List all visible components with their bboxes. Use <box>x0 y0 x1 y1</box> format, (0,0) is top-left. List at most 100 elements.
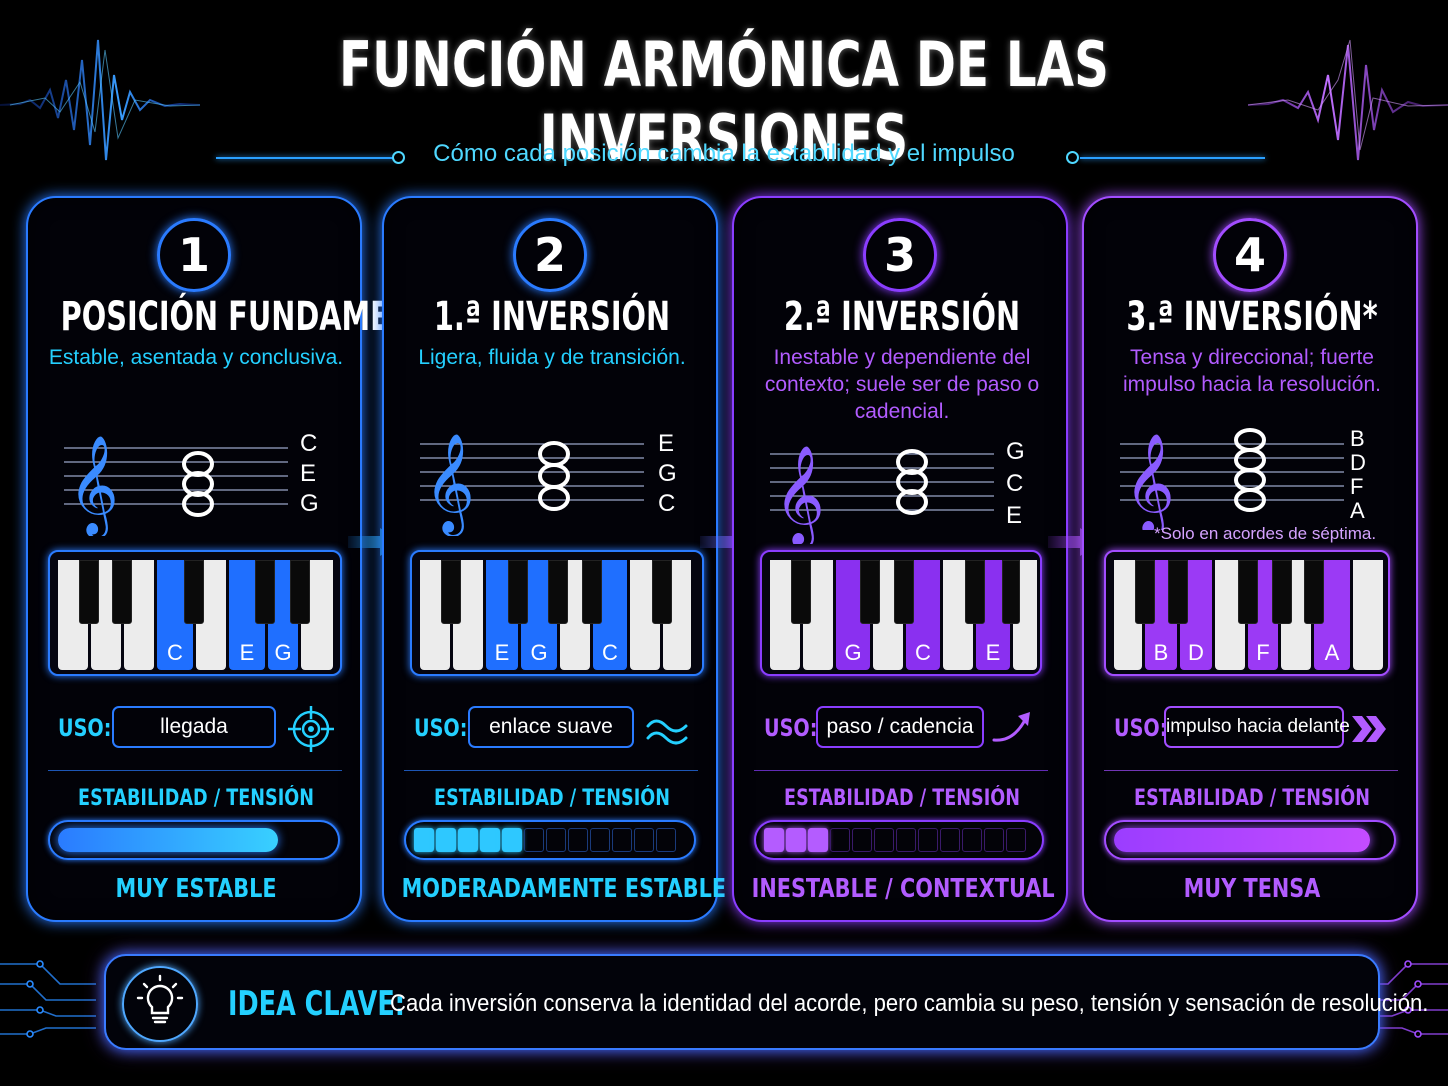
subtitle-dot-right <box>1066 151 1079 164</box>
note-name: D <box>1350 450 1366 475</box>
footnote: *Solo en acordes de séptima. <box>1154 524 1377 543</box>
staff-notation: 𝄞 <box>420 433 644 536</box>
black-key <box>441 560 461 624</box>
curved-arrow-icon <box>992 712 1030 742</box>
key-label: E <box>985 640 1001 665</box>
staff-notation: 𝄞 <box>64 435 288 536</box>
bar-segment-empty <box>874 828 894 852</box>
page-title: FUNCIÓN ARMÓNICA DE LAS INVERSIONES <box>339 28 1109 174</box>
card-number: 1 <box>157 218 231 292</box>
white-key-highlighted: G <box>836 560 870 670</box>
stability-bar <box>404 820 696 860</box>
key-label: F <box>1256 640 1270 665</box>
black-key <box>894 560 914 624</box>
uso-value: enlace suave <box>468 706 634 748</box>
target-icon <box>288 706 334 752</box>
uso-label: USO: <box>58 714 112 742</box>
card-third-inversion: 4 3.ª INVERSIÓN* Tensa y direccional; fu… <box>1082 196 1418 922</box>
key-label: C <box>915 640 931 665</box>
uso-label: USO: <box>764 714 818 742</box>
uso-value: llegada <box>112 706 276 748</box>
treble-clef-icon: 𝄞 <box>774 445 825 544</box>
black-key <box>1168 560 1188 624</box>
key-label: A <box>1324 640 1340 665</box>
divider <box>754 770 1048 771</box>
key-label: B <box>1153 640 1169 665</box>
subtitle-line-left <box>216 157 401 159</box>
subtitle-line-right <box>1080 157 1265 159</box>
black-key <box>508 560 528 624</box>
bar-segment-filled <box>502 828 522 852</box>
bar-segment-empty <box>984 828 1004 852</box>
note-name: C <box>1006 470 1024 497</box>
key-label: E <box>239 640 255 665</box>
wave-icon <box>646 719 688 745</box>
stability-result: MODERADAMENTE ESTABLE <box>401 874 727 904</box>
key-idea-panel: IDEA CLAVE: Cada inversión conserva la i… <box>104 954 1428 1050</box>
black-key <box>548 560 568 624</box>
black-key <box>290 560 310 624</box>
bar-segment-empty <box>524 828 544 852</box>
staff-notation: 𝄞 <box>1120 428 1344 530</box>
bar-segment-filled <box>458 828 478 852</box>
key-label: E <box>494 640 510 665</box>
bar-segment-empty <box>962 828 982 852</box>
bar-segment-empty <box>918 828 938 852</box>
divider <box>404 770 698 771</box>
bar-segment-filled <box>786 828 806 852</box>
key-label: D <box>1188 640 1204 665</box>
card-description: Estable, asentada y conclusiva. <box>48 346 344 369</box>
stability-label: ESTABILIDAD / TENSIÓN <box>784 786 1020 811</box>
bar-segment-empty <box>568 828 588 852</box>
card-title: 1.ª INVERSIÓN <box>433 294 671 340</box>
subtitle-dot-left <box>392 151 405 164</box>
subtitle: Cómo cada posición cambia la estabilidad… <box>433 140 1015 167</box>
bar-segment-empty <box>656 828 676 852</box>
bar-segment-empty <box>852 828 872 852</box>
card-root-position: 1 POSICIÓN FUNDAMENTAL Estable, asentada… <box>26 196 472 922</box>
treble-clef-icon: 𝄞 <box>68 435 119 536</box>
treble-clef-icon: 𝄞 <box>1124 433 1175 530</box>
piano-keyboard: C E G <box>48 550 342 676</box>
stability-bar <box>1104 820 1396 860</box>
circuit-left-icon <box>0 960 96 1038</box>
note-name: C <box>300 430 318 457</box>
card-first-inversion: 2 1.ª INVERSIÓN Ligera, fluida y de tran… <box>382 196 727 922</box>
bar-segment-empty <box>612 828 632 852</box>
stability-label: ESTABILIDAD / TENSIÓN <box>78 786 314 811</box>
stability-label: ESTABILIDAD / TENSIÓN <box>434 786 670 811</box>
double-chevron-icon <box>1352 716 1386 742</box>
note-name: G <box>1006 438 1025 465</box>
bar-segment-filled <box>808 828 828 852</box>
key-label: G <box>530 640 548 665</box>
sound-wave-left-icon <box>0 39 200 161</box>
key-label: C <box>167 640 183 665</box>
card-second-inversion: 3 2.ª INVERSIÓN Inestable y dependiente … <box>732 196 1068 922</box>
card-title: 3.ª INVERSIÓN* <box>1126 294 1378 340</box>
sound-wave-right-icon <box>1248 39 1448 161</box>
uso-value: paso / cadencia <box>816 706 984 748</box>
divider <box>48 770 342 771</box>
lightbulb-icon <box>122 966 198 1042</box>
key-idea-text: Cada inversión conserva la identidad del… <box>390 990 1429 1017</box>
card-description: Ligera, fluida y de transición. <box>418 346 686 369</box>
black-key <box>79 560 99 624</box>
black-key <box>965 560 985 624</box>
card-description: Tensa y direccional; fuerte impulso haci… <box>1123 346 1381 396</box>
note-name: G <box>300 490 319 517</box>
treble-clef-icon: 𝄞 <box>424 433 475 536</box>
piano-keyboard: G C E <box>760 550 1042 676</box>
note-name: E <box>658 430 675 457</box>
note-name: B <box>1350 426 1365 451</box>
stability-bar <box>48 820 340 860</box>
note-name: G <box>658 460 677 487</box>
black-key <box>1135 560 1155 624</box>
piano-keyboard: E G C <box>410 550 704 676</box>
bar-segment-empty <box>896 828 916 852</box>
black-key <box>1272 560 1292 624</box>
card-title: POSICIÓN FUNDAMENTAL <box>60 294 472 340</box>
bar-segment-filled <box>764 828 784 852</box>
stability-fill <box>58 828 278 852</box>
stability-result: MUY TENSA <box>1183 874 1321 904</box>
bar-segment-empty <box>1006 828 1026 852</box>
